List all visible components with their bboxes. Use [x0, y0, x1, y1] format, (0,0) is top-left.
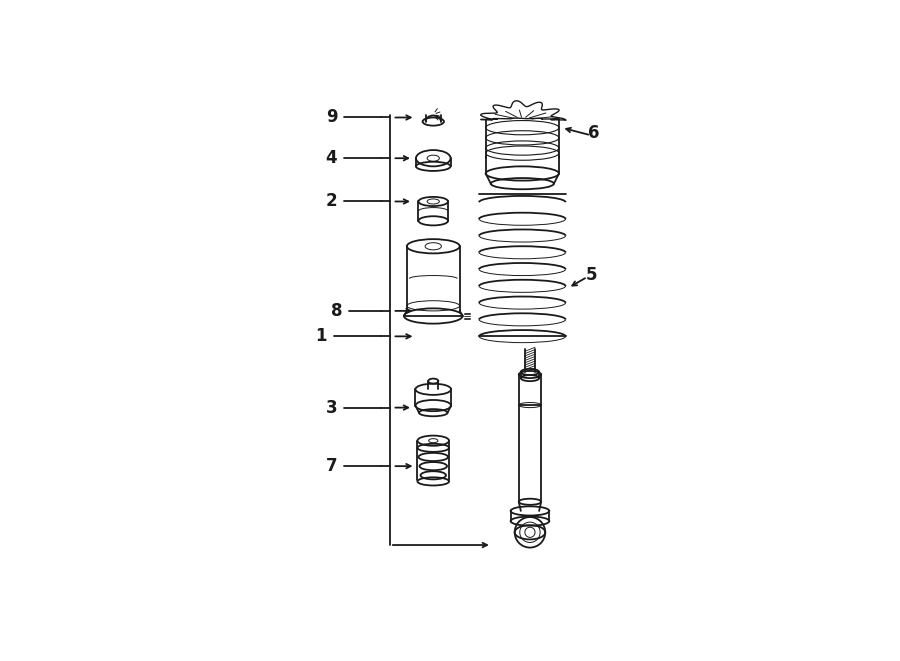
Text: 7: 7 [326, 457, 338, 475]
Text: 1: 1 [316, 327, 327, 345]
Text: 8: 8 [331, 302, 342, 320]
Text: 6: 6 [588, 124, 599, 141]
Text: 4: 4 [326, 149, 338, 167]
Text: 5: 5 [585, 266, 597, 284]
Text: 2: 2 [326, 192, 338, 210]
Text: 9: 9 [326, 108, 338, 126]
Text: 3: 3 [326, 399, 338, 416]
